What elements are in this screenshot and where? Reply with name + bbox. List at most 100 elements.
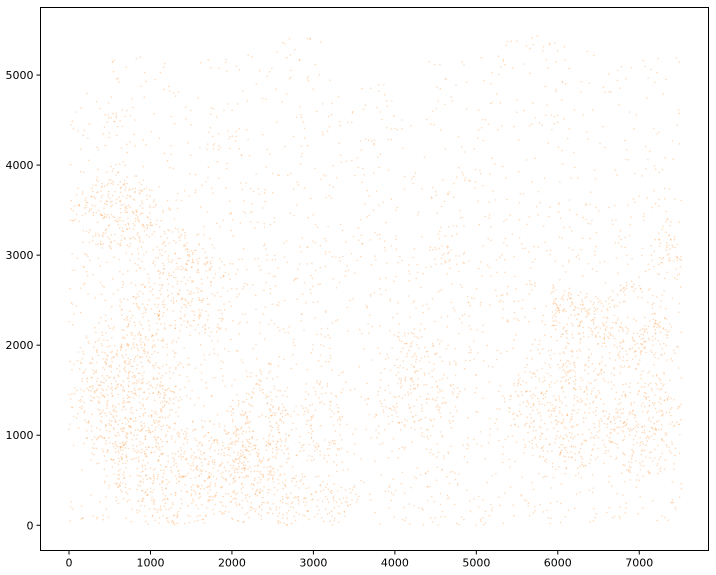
scatter-point bbox=[207, 177, 209, 179]
scatter-point bbox=[154, 78, 156, 81]
scatter-point bbox=[366, 403, 368, 405]
scatter-point bbox=[79, 361, 82, 364]
scatter-point bbox=[193, 249, 196, 252]
scatter-point bbox=[595, 326, 597, 329]
scatter-point bbox=[127, 325, 130, 327]
scatter-point bbox=[555, 298, 557, 300]
scatter-point bbox=[377, 425, 380, 427]
scatter-point bbox=[421, 336, 423, 338]
scatter-point bbox=[589, 458, 592, 461]
scatter-point bbox=[143, 230, 146, 232]
scatter-point bbox=[186, 320, 189, 323]
scatter-point bbox=[389, 392, 391, 394]
scatter-point bbox=[72, 210, 75, 212]
scatter-point bbox=[534, 375, 537, 378]
scatter-point bbox=[120, 456, 122, 458]
scatter-point bbox=[124, 417, 126, 419]
scatter-point bbox=[601, 420, 603, 423]
scatter-point bbox=[113, 120, 115, 123]
scatter-point bbox=[278, 408, 280, 410]
scatter-point bbox=[277, 469, 279, 472]
scatter-point bbox=[663, 317, 666, 320]
scatter-point bbox=[223, 275, 225, 278]
scatter-point bbox=[155, 332, 158, 334]
scatter-point bbox=[630, 461, 633, 464]
scatter-point bbox=[106, 261, 108, 263]
scatter-point bbox=[272, 406, 274, 409]
scatter-point bbox=[604, 415, 606, 417]
scatter-point bbox=[208, 499, 211, 501]
scatter-point bbox=[545, 509, 548, 511]
scatter-point bbox=[308, 443, 310, 446]
scatter-point bbox=[224, 492, 227, 495]
scatter-point bbox=[652, 428, 654, 430]
scatter-point bbox=[571, 413, 573, 415]
scatter-point bbox=[549, 366, 551, 369]
scatter-point bbox=[117, 183, 119, 186]
scatter-point bbox=[162, 424, 165, 427]
scatter-point bbox=[153, 260, 155, 262]
scatter-point bbox=[561, 80, 564, 83]
scatter-point bbox=[298, 263, 301, 265]
scatter-point bbox=[186, 395, 188, 397]
scatter-point bbox=[107, 193, 110, 195]
scatter-point bbox=[135, 296, 138, 299]
scatter-point bbox=[609, 306, 611, 308]
scatter-point bbox=[583, 439, 585, 441]
scatter-point bbox=[678, 221, 680, 223]
scatter-point bbox=[532, 409, 534, 412]
scatter-point bbox=[175, 411, 177, 414]
scatter-point bbox=[567, 137, 569, 140]
scatter-point bbox=[585, 440, 587, 442]
scatter-point bbox=[232, 459, 234, 461]
scatter-point bbox=[110, 458, 113, 461]
scatter-point bbox=[549, 375, 552, 377]
scatter-point bbox=[449, 384, 452, 386]
scatter-point bbox=[310, 415, 312, 418]
scatter-point bbox=[534, 510, 536, 512]
scatter-point bbox=[196, 515, 198, 517]
scatter-point bbox=[409, 378, 412, 380]
scatter-point bbox=[378, 84, 380, 86]
scatter-point bbox=[211, 461, 214, 464]
scatter-point bbox=[665, 210, 668, 213]
scatter-point bbox=[147, 429, 150, 432]
scatter-point bbox=[578, 408, 580, 411]
scatter-point bbox=[625, 254, 628, 257]
scatter-point bbox=[530, 406, 532, 408]
scatter-point bbox=[159, 483, 161, 485]
scatter-point bbox=[616, 354, 619, 357]
scatter-point bbox=[590, 191, 592, 193]
scatter-point bbox=[284, 409, 287, 411]
scatter-point bbox=[285, 461, 288, 464]
scatter-point bbox=[206, 507, 208, 509]
scatter-point bbox=[360, 234, 363, 237]
scatter-point bbox=[149, 221, 152, 224]
scatter-point bbox=[634, 434, 637, 437]
scatter-point bbox=[318, 383, 321, 386]
scatter-point bbox=[297, 498, 299, 501]
scatter-point bbox=[235, 434, 237, 436]
scatter-point bbox=[200, 62, 202, 64]
scatter-point bbox=[149, 206, 151, 209]
scatter-point bbox=[656, 323, 659, 325]
scatter-point bbox=[408, 503, 410, 505]
scatter-point bbox=[425, 383, 428, 386]
scatter-point bbox=[169, 399, 171, 401]
scatter-point bbox=[310, 197, 312, 200]
scatter-point bbox=[97, 400, 99, 402]
scatter-point bbox=[387, 490, 390, 492]
scatter-point bbox=[193, 437, 196, 439]
scatter-point bbox=[244, 411, 247, 413]
scatter-point bbox=[179, 239, 181, 241]
scatter-point bbox=[542, 445, 545, 448]
scatter-point bbox=[158, 367, 161, 369]
scatter-point bbox=[198, 474, 200, 477]
scatter-point bbox=[613, 338, 616, 340]
scatter-point bbox=[387, 456, 390, 459]
scatter-point bbox=[301, 236, 303, 239]
scatter-point bbox=[379, 153, 382, 156]
scatter-point bbox=[576, 399, 578, 402]
scatter-point bbox=[281, 495, 284, 498]
scatter-point bbox=[307, 75, 309, 78]
